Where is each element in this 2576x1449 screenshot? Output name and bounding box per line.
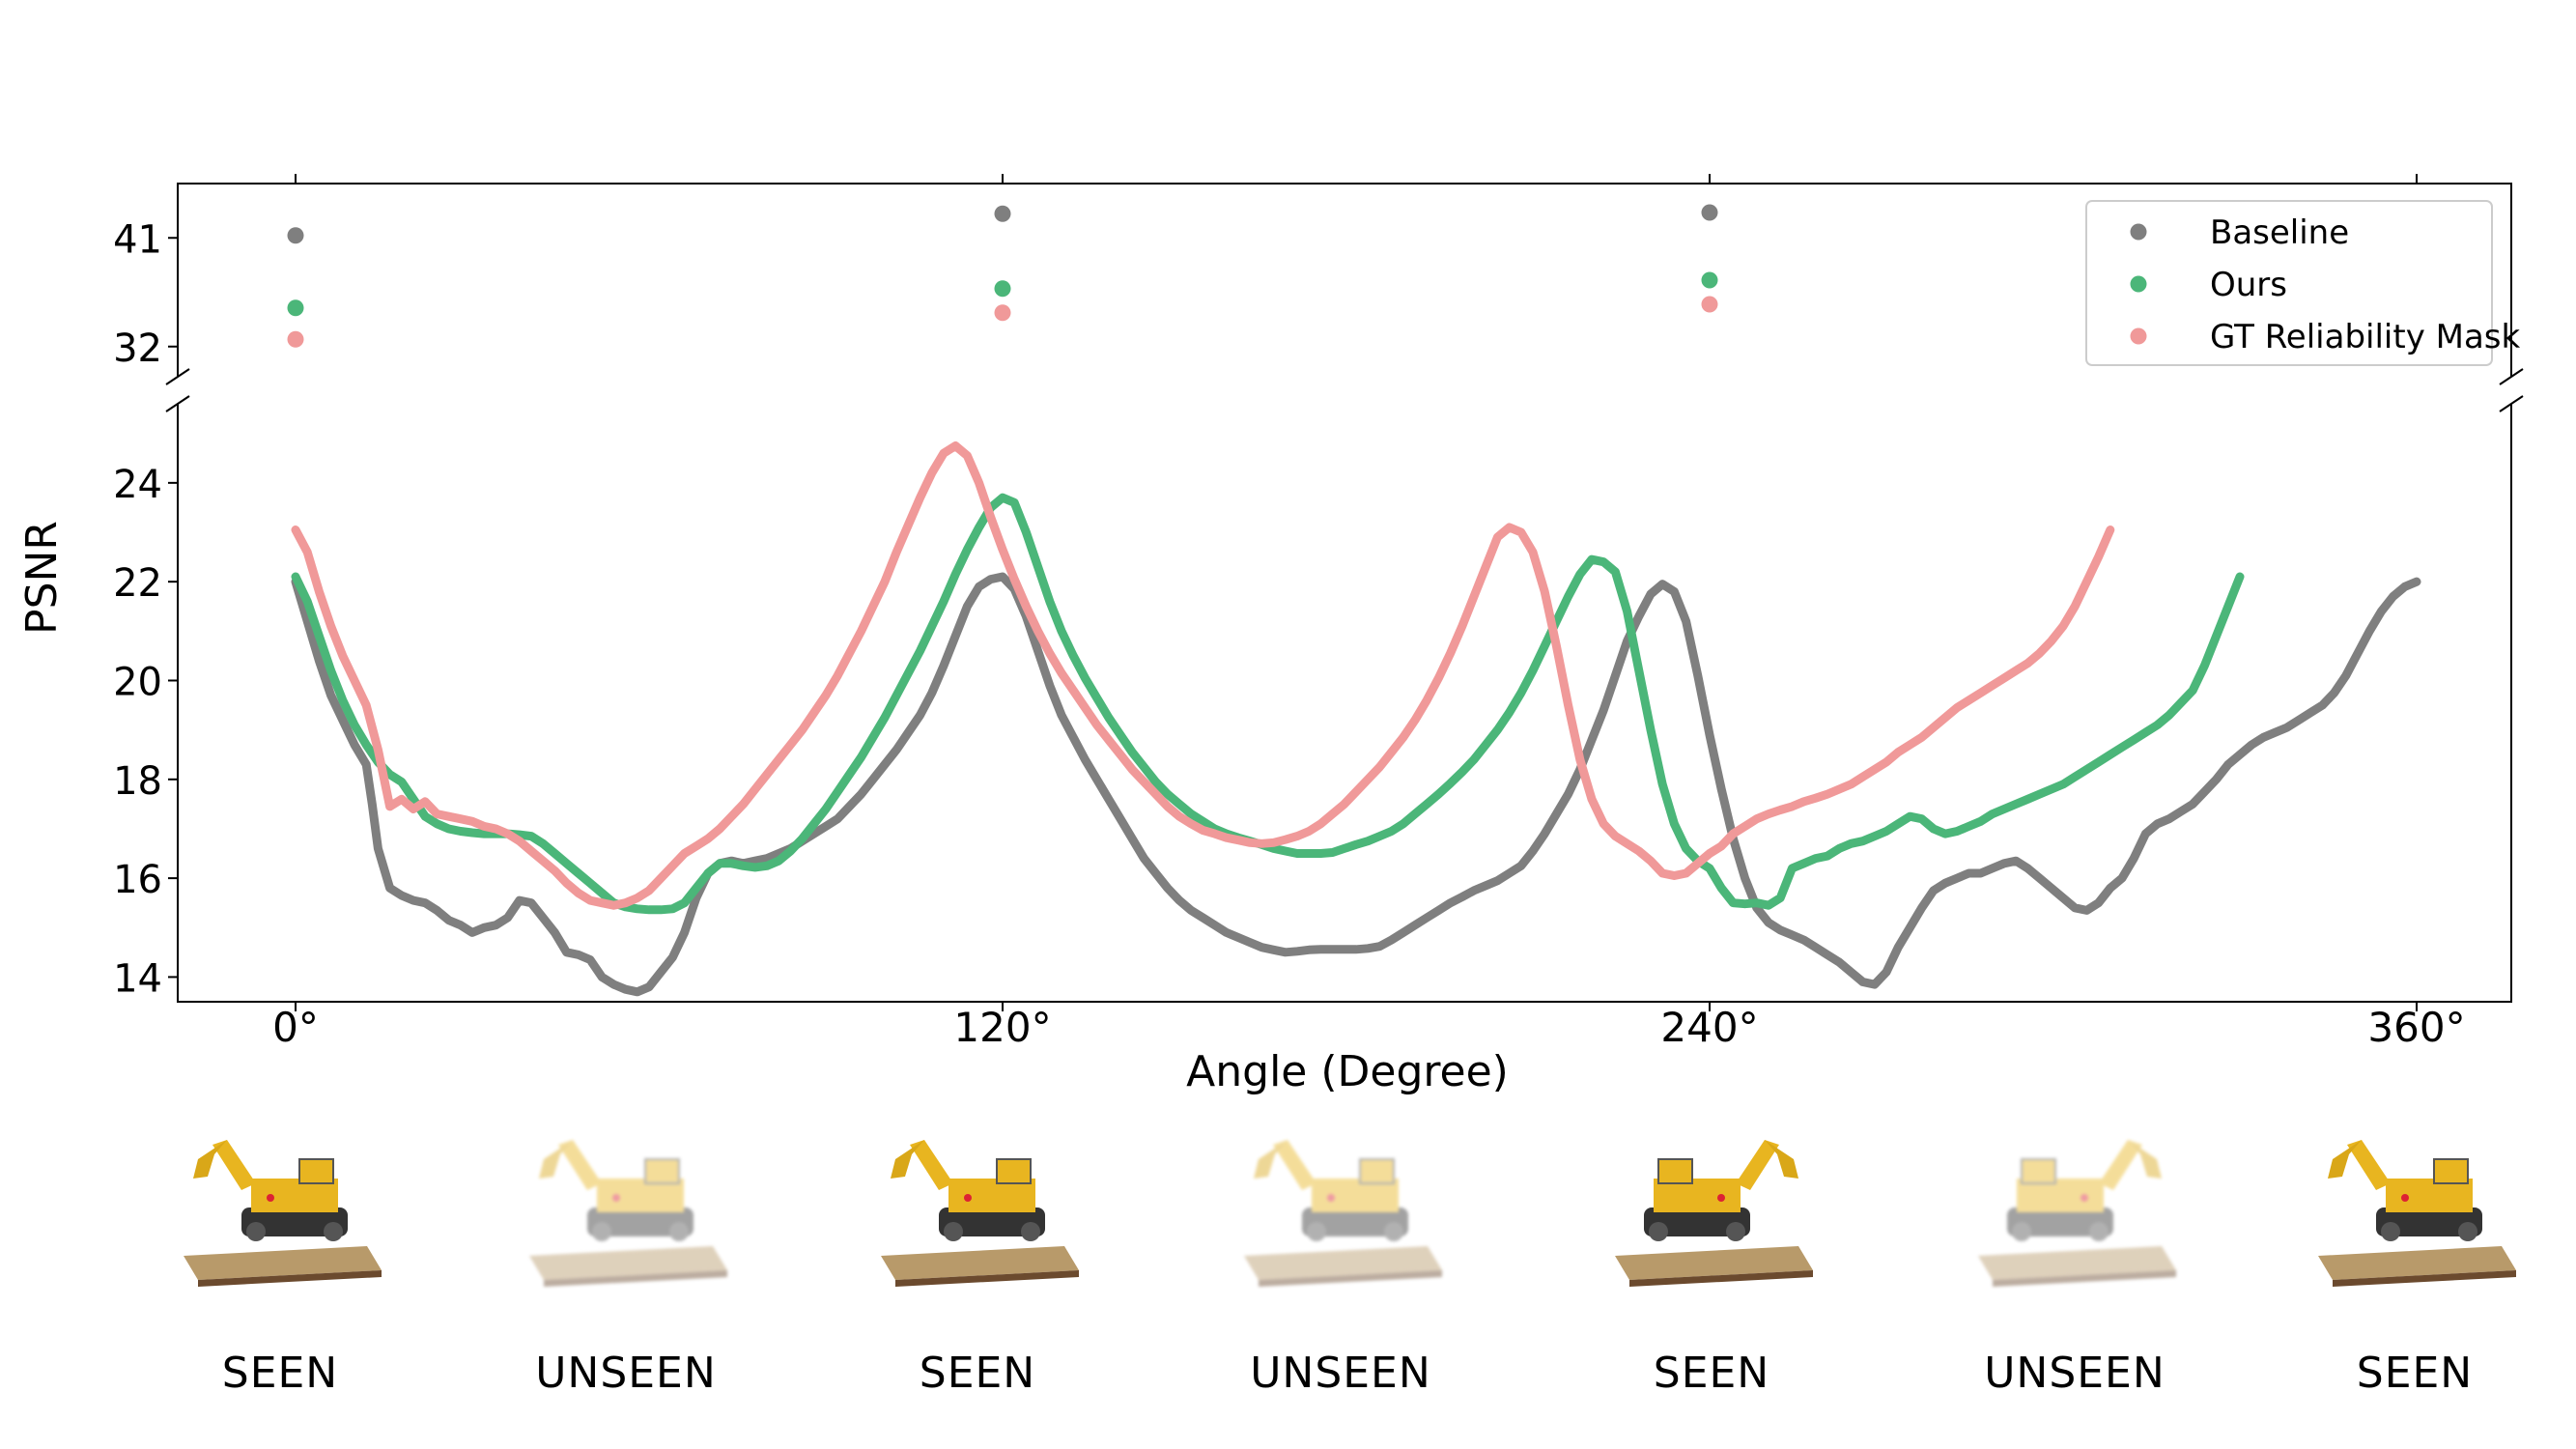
series-line-baseline — [291, 572, 2421, 997]
upper-panel: 41 32 — [113, 174, 2524, 385]
view-caption: UNSEEN — [1984, 1349, 2166, 1398]
seen-point-gt-reliability-mask — [287, 330, 304, 348]
seen-point-ours — [287, 299, 304, 317]
upper-frame — [177, 183, 2512, 377]
legend: Baseline Ours GT Reliability Mask — [2085, 200, 2521, 366]
excavator-render-image — [1234, 1101, 1447, 1314]
x-axis-label: Angle (Degree) — [1186, 1047, 1509, 1096]
x-tick-label: 240° — [1660, 1004, 1758, 1051]
lower-y-tick-label: 24 — [113, 463, 162, 507]
axis-break-upper-left — [165, 368, 190, 385]
axis-break-lower-left — [165, 395, 190, 412]
legend-label-ours: Ours — [2210, 266, 2287, 304]
x-tick-label: 120° — [953, 1004, 1051, 1051]
lower-frame — [177, 404, 2512, 1003]
view-caption: SEEN — [221, 1349, 339, 1398]
axis-break-lower-right — [2499, 395, 2524, 412]
view-thumbnail: SEEN — [871, 1101, 1084, 1398]
view-caption: UNSEEN — [535, 1349, 717, 1398]
seen-point-baseline — [1701, 204, 1718, 221]
x-tick-label: 360° — [2367, 1004, 2465, 1051]
legend-marker-ours — [2130, 275, 2147, 293]
legend-label-gt-reliability-mask: GT Reliability Mask — [2210, 318, 2521, 356]
seen-point-ours — [994, 280, 1011, 298]
excavator-render-image — [1968, 1101, 2181, 1314]
view-thumbnail: SEEN — [1605, 1101, 1818, 1398]
lower-y-tick-label: 16 — [113, 858, 162, 902]
seen-point-gt-reliability-mask — [1701, 296, 1718, 313]
x-tick-label: 0° — [272, 1004, 319, 1051]
series-line-gt-reliability-mask — [291, 441, 2115, 910]
view-caption: SEEN — [2356, 1349, 2474, 1398]
view-thumbnail: SEEN — [174, 1101, 386, 1398]
excavator-render-image — [1605, 1101, 1818, 1314]
legend-marker-baseline — [2130, 223, 2147, 241]
view-caption: SEEN — [919, 1349, 1036, 1398]
excavator-render-image — [2308, 1101, 2521, 1314]
seen-point-baseline — [994, 205, 1011, 222]
axis-break-upper-right — [2499, 368, 2524, 385]
view-caption: UNSEEN — [1250, 1349, 1431, 1398]
upper-y-tick-label: 32 — [113, 327, 162, 371]
upper-y-tick-label: 41 — [113, 217, 162, 262]
excavator-render-image — [520, 1101, 732, 1314]
seen-point-baseline — [287, 227, 304, 244]
view-thumbnail: UNSEEN — [1968, 1101, 2181, 1398]
seen-point-gt-reliability-mask — [994, 304, 1011, 322]
legend-box — [2085, 200, 2493, 366]
lower-y-tick-label: 14 — [113, 956, 162, 1001]
lower-y-tick-label: 18 — [113, 759, 162, 804]
legend-label-baseline: Baseline — [2210, 213, 2349, 252]
excavator-render-image — [871, 1101, 1084, 1314]
y-axis-label: PSNR — [17, 521, 67, 635]
excavator-render-image — [174, 1101, 386, 1314]
legend-marker-gt-reliability-mask — [2130, 327, 2147, 345]
view-thumbnail: UNSEEN — [1234, 1101, 1447, 1398]
lower-y-tick-label: 20 — [113, 660, 162, 704]
view-thumbnails: SEEN UNSEEN — [0, 1101, 2576, 1449]
view-caption: SEEN — [1653, 1349, 1770, 1398]
series-line-ours — [291, 493, 2245, 915]
axis-labels: Angle (Degree) PSNR — [17, 521, 1509, 1096]
seen-point-ours — [1701, 271, 1718, 289]
lower-y-tick-label: 22 — [113, 561, 162, 606]
view-thumbnail: UNSEEN — [520, 1101, 732, 1398]
view-thumbnail: SEEN — [2308, 1101, 2521, 1398]
